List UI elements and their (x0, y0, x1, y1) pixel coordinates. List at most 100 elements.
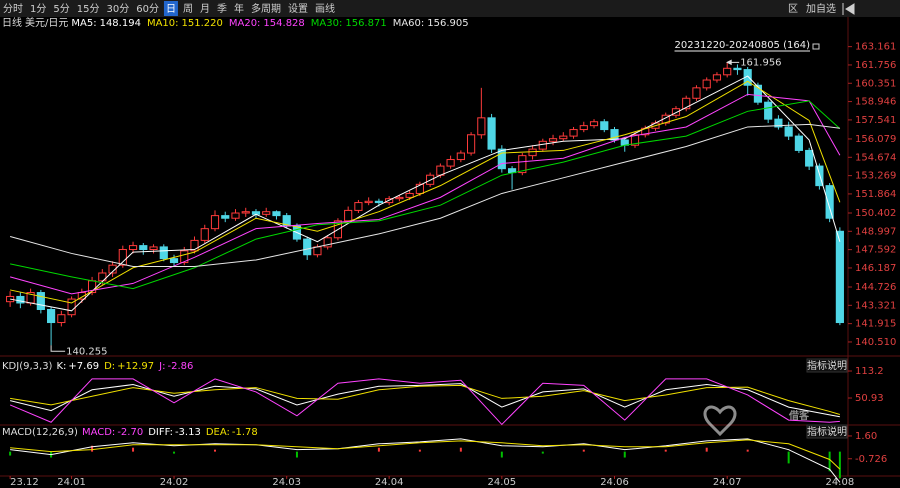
candle-body (815, 165, 824, 187)
candle-body (446, 159, 455, 167)
candle-body (190, 239, 199, 252)
toolbar-button[interactable]: 周 (183, 3, 193, 15)
candle-body (159, 246, 168, 260)
candle-body (764, 101, 773, 120)
indicator-line (10, 439, 841, 470)
candle-body (682, 97, 691, 110)
x-tick-label: 24.05 (488, 477, 517, 488)
toolbar-button[interactable]: 画线 (315, 2, 335, 15)
candle-body (692, 87, 701, 99)
toolbar-right-button[interactable]: 加自选 (806, 2, 836, 15)
lock-icon (812, 43, 820, 50)
candle-body (313, 246, 322, 256)
candle-body (272, 211, 281, 217)
candle-body (825, 185, 834, 219)
high-annotation: 161.956 (740, 57, 781, 68)
toolbar-button[interactable]: 日 (166, 4, 176, 15)
candle-body (477, 117, 486, 136)
indicator-value: -1.78 (232, 427, 258, 438)
indicator-value: +7.69 (68, 361, 99, 372)
indicator-line (9, 378, 840, 426)
toolbar (0, 0, 900, 17)
candle-body (210, 215, 220, 230)
toolbar-active (163, 1, 178, 16)
indicator-name: MACD: (82, 427, 115, 438)
y-tick-label: 156.079 (855, 134, 896, 145)
toolbar-button[interactable]: 分时 (3, 3, 23, 15)
toolbar-button[interactable]: 年 (234, 2, 244, 15)
y-tick-label: 163.161 (855, 42, 896, 53)
toolbar-button[interactable]: 设置 (288, 3, 308, 15)
indicator-button-label[interactable]: 指标说明 (807, 425, 847, 438)
candle-body (671, 108, 681, 116)
y-tick-label: -0.726 (855, 454, 887, 465)
indicator-value: -2.70 (117, 427, 143, 438)
indicator-line (9, 123, 840, 267)
candle-body (528, 148, 537, 157)
header-text: MA5: (71, 18, 96, 29)
candle-body (262, 211, 271, 215)
candle-body (487, 117, 496, 150)
indicator-name: J: (158, 361, 165, 372)
x-tick-label: 24.01 (57, 477, 86, 488)
toolbar-button[interactable]: 5分 (53, 3, 69, 15)
candle-body (497, 148, 506, 170)
header-text: MA30: (311, 18, 343, 29)
indicator-name: K: (56, 361, 66, 372)
y-tick-label: 148.997 (855, 226, 896, 237)
candle-body (16, 295, 25, 304)
indicator-title: MACD(12,26,9) (2, 427, 78, 438)
candle-body (118, 249, 127, 266)
toolbar-button[interactable]: 多周期 (251, 2, 281, 15)
candle-body (47, 308, 56, 324)
candle-body (139, 245, 148, 251)
header-text: 154.828 (263, 18, 304, 29)
indicator-line (10, 100, 841, 290)
candle-body (108, 264, 117, 274)
candle-body (774, 118, 783, 128)
watermark: 借客 (788, 409, 810, 422)
candle-body (794, 135, 803, 151)
indicator-button[interactable] (806, 424, 848, 439)
indicator-name: D: (104, 361, 115, 372)
candle-body (835, 230, 844, 324)
candle-body (579, 125, 588, 131)
y-tick-label: 157.541 (855, 115, 896, 126)
x-tick-label: 24.03 (272, 477, 301, 488)
header-text: MA60: (393, 18, 425, 29)
y-tick-label: 144.726 (855, 282, 896, 293)
y-tick-label: 113.2 (855, 366, 884, 377)
toolbar-button[interactable]: 30分 (106, 3, 129, 15)
y-tick-label: 158.946 (855, 97, 896, 108)
collapse-icon[interactable] (842, 3, 855, 15)
candle-body (241, 211, 250, 214)
candle-body (610, 129, 619, 141)
toolbar-right-button[interactable]: 区 (788, 3, 798, 15)
y-tick-label: 153.269 (855, 171, 896, 182)
toolbar-button[interactable]: 15分 (77, 3, 100, 15)
indicator-line (10, 80, 841, 304)
header-text: 日线 (2, 16, 22, 29)
candle-body (344, 209, 353, 222)
x-tick-label: 24.04 (375, 477, 404, 488)
candle-body (374, 200, 383, 204)
toolbar-button[interactable]: 1分 (30, 3, 46, 15)
candle-body (57, 314, 66, 324)
y-tick-label: 140.510 (855, 337, 896, 348)
candle-body (518, 155, 527, 174)
candle-body (364, 200, 373, 204)
toolbar-button[interactable]: 季 (217, 3, 227, 15)
y-tick-label: 146.187 (855, 263, 896, 274)
candle-body (723, 67, 732, 76)
x-tick-label: 24.08 (826, 477, 855, 488)
candle-body (753, 84, 763, 103)
toolbar-button[interactable]: 月 (200, 3, 210, 15)
indicator-title: KDJ(9,3,3) (2, 361, 53, 372)
indicator-button-label[interactable]: 指标说明 (807, 359, 847, 372)
candle-body (200, 228, 209, 241)
indicator-button[interactable] (806, 358, 848, 373)
candle-body (600, 121, 609, 131)
toolbar-button[interactable]: 60分 (136, 3, 159, 15)
indicator-line (9, 93, 841, 295)
candle-body (354, 202, 363, 211)
